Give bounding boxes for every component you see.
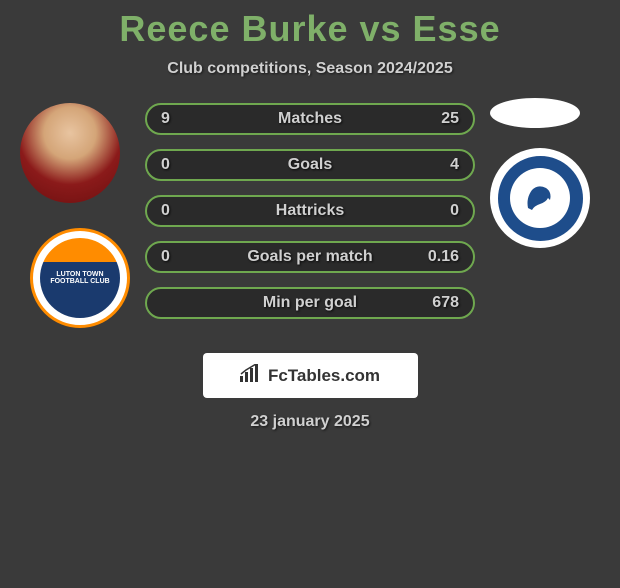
club-badge-right-inner	[498, 156, 583, 241]
stat-label: Min per goal	[263, 294, 357, 312]
stat-label: Goals per match	[247, 248, 372, 266]
team-logo-right-oval	[490, 98, 580, 128]
stat-row: Min per goal 678	[145, 287, 475, 319]
stat-right-value: 25	[429, 110, 459, 128]
stat-left-value: 9	[161, 110, 191, 128]
club-badge-left-text: LUTON TOWN FOOTBALL CLUB	[44, 271, 116, 285]
club-badge-left: LUTON TOWN FOOTBALL CLUB	[30, 228, 130, 328]
stat-left-value: 0	[161, 202, 191, 220]
lion-icon	[510, 168, 570, 228]
stat-right-value: 0.16	[428, 248, 459, 266]
stat-row: 0 Goals 4	[145, 149, 475, 181]
club-badge-left-inner: LUTON TOWN FOOTBALL CLUB	[40, 238, 120, 318]
stat-right-value: 0	[429, 202, 459, 220]
watermark: FcTables.com	[203, 353, 418, 398]
stat-left-value: 0	[161, 156, 191, 174]
subtitle: Club competitions, Season 2024/2025	[10, 60, 610, 78]
stat-right-value: 4	[429, 156, 459, 174]
stat-row: 9 Matches 25	[145, 103, 475, 135]
watermark-text: FcTables.com	[268, 366, 380, 386]
comparison-area: LUTON TOWN FOOTBALL CLUB 9 Matches 25	[10, 103, 610, 343]
stat-row: 0 Hattricks 0	[145, 195, 475, 227]
stat-label: Hattricks	[276, 202, 344, 220]
player-photo-left	[20, 103, 120, 203]
stat-label: Goals	[288, 156, 332, 174]
stat-rows: 9 Matches 25 0 Goals 4 0 Hattricks 0 0 G…	[145, 103, 475, 319]
date-text: 23 january 2025	[10, 413, 610, 431]
stat-row: 0 Goals per match 0.16	[145, 241, 475, 273]
stat-label: Matches	[278, 110, 342, 128]
page-title: Reece Burke vs Esse	[10, 8, 610, 50]
club-badge-right	[490, 148, 590, 248]
chart-icon	[240, 364, 262, 387]
stat-right-value: 678	[429, 294, 459, 312]
stat-left-value: 0	[161, 248, 191, 266]
